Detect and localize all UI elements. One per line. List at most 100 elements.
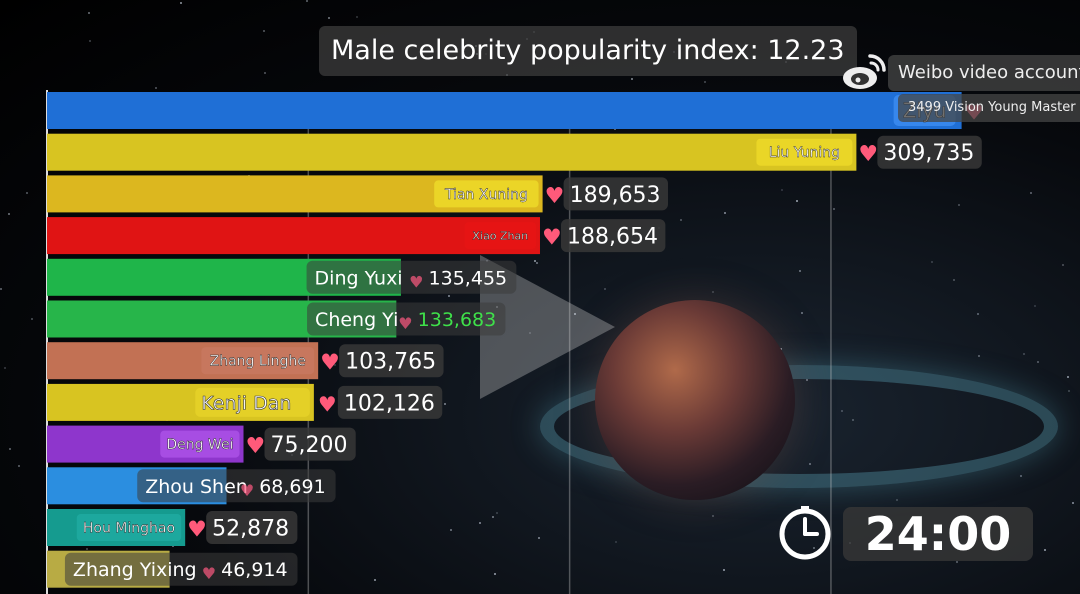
star [449,529,452,532]
star [373,578,376,581]
star [496,512,499,515]
value-label-box [337,385,443,419]
star [85,548,88,551]
star [953,278,956,281]
heart-icon: ♥ [320,351,340,376]
star [535,262,538,265]
star [262,30,265,33]
name-label: Zhang Linghe [210,354,306,370]
star [491,516,494,519]
star [1043,548,1046,551]
star [724,211,727,214]
star [711,514,714,517]
name-label: Kenji Dan [201,392,291,414]
star [604,288,607,291]
star [712,290,715,293]
label-box [137,469,336,503]
star [255,439,258,442]
star [1022,352,1025,355]
value-label: 103,765 [345,350,436,375]
label-box [64,552,298,586]
star [703,80,706,83]
watermark-label: Weibo video account [888,55,1080,91]
star [801,312,804,315]
name-label-box [464,222,536,250]
bar [47,92,962,129]
star [1036,360,1039,363]
clock-icon [779,506,831,560]
star [444,403,447,406]
star [327,17,330,20]
heart-icon: ♥ [409,272,423,291]
planet [595,300,795,500]
value-label: 102,126 [344,391,435,416]
name-label-box [76,514,182,541]
heart-icon: ♥ [202,564,216,583]
value-label: 52,878 [212,517,289,542]
value-label: 188,654 [567,225,658,250]
star [448,294,451,297]
name-label-box [195,387,310,417]
name-label: Deng Wei [166,437,233,453]
value-label: 309,735 [883,141,974,166]
star [1067,376,1070,378]
timer-display: 24:00 [843,507,1033,561]
star [833,208,836,211]
star [931,261,934,264]
star [305,0,308,2]
heart-icon: ♥ [246,434,266,459]
uploader-label: 3499 Vision Young Master [898,94,1080,122]
weibo-icon [843,54,886,89]
star [3,366,6,369]
name-label: Zhang Yixing [73,559,197,581]
star [356,16,359,19]
star [614,540,617,543]
star [976,312,979,315]
name-label-box [160,430,240,458]
value-label: 133,683 [418,309,497,331]
star [956,561,959,564]
name-label: Ding Yuxi [315,267,403,289]
value-label: 46,914 [221,559,287,581]
star [631,78,634,81]
star [494,572,497,575]
star [0,288,3,291]
star [478,522,481,525]
value-label-box [877,135,982,169]
star [957,203,960,206]
star [88,12,91,15]
heart-icon: ♥ [542,226,562,251]
name-label: Tian Xuning [444,187,528,203]
name-label: Zhou Shen [145,476,248,498]
heart-icon: ♥ [858,142,878,167]
star [574,312,577,315]
name-label: Hou Minghao [83,520,175,536]
name-label-box [201,347,315,375]
star [18,465,21,468]
star [9,447,12,450]
heart-icon: ♥ [398,314,412,333]
value-label-box [560,219,666,253]
star [1019,475,1022,478]
heart-icon: ♥ [240,481,254,500]
star [534,259,537,262]
star [812,547,815,550]
star [1034,304,1037,307]
star [722,568,725,571]
star [796,199,799,202]
chart-title: Male celebrity popularity index: 12.23 [319,26,857,76]
star [25,191,28,194]
star [528,331,531,334]
value-label-box [563,177,668,211]
bar [47,133,857,171]
value-label: 135,455 [429,267,508,289]
star [679,219,682,222]
label-box [307,302,506,336]
star [264,72,267,75]
star [1062,263,1065,266]
star [781,189,784,192]
star [333,364,336,367]
heart-icon: ♥ [318,392,337,416]
value-label-box [264,427,356,461]
